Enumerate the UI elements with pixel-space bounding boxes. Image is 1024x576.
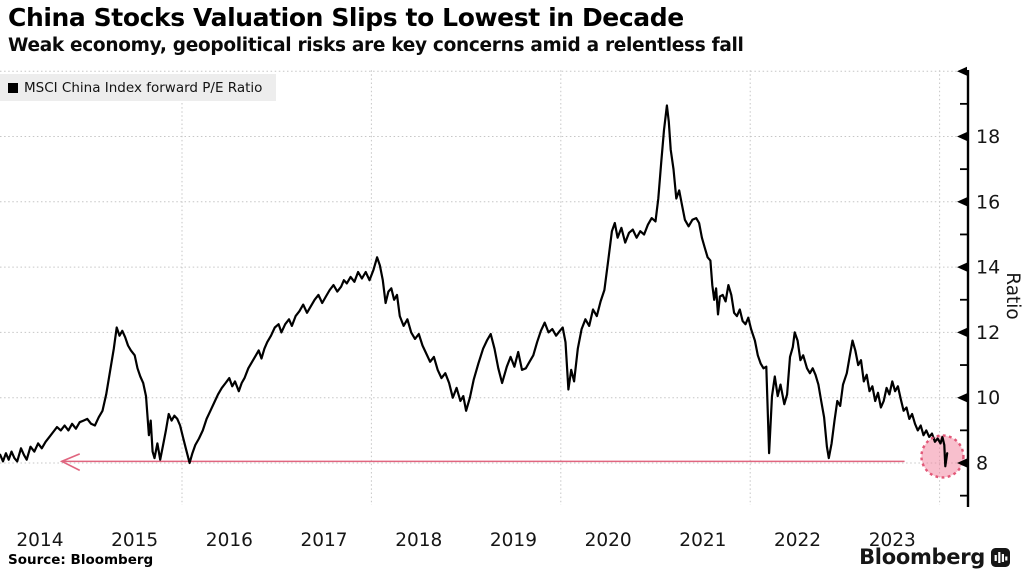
y-tick-label-14: 14 [976, 257, 1000, 279]
bloomberg-terminal-bars-icon [991, 547, 1010, 567]
x-tick-label-2016: 2016 [206, 530, 253, 551]
source-credit: Source: Bloomberg [8, 552, 154, 568]
lowest-point-highlight-ring [920, 434, 965, 479]
y-major-tick-14 [957, 262, 967, 272]
y-major-tick-20 [957, 66, 967, 76]
y-tick-label-16: 16 [976, 191, 1000, 213]
x-tick-label-2021: 2021 [679, 530, 726, 551]
x-tick-label-2018: 2018 [395, 530, 442, 551]
y-major-tick-10 [957, 393, 967, 403]
y-major-tick-12 [957, 327, 967, 337]
y-tick-label-12: 12 [976, 322, 1000, 344]
pe-ratio-series-line [0, 104, 949, 468]
lowest-level-arrow-head-icon [59, 453, 81, 472]
legend: MSCI China Index forward P/E Ratio [0, 74, 277, 101]
page-subtitle: Weak economy, geopolitical risks are key… [8, 35, 744, 56]
x-tick-label-2017: 2017 [301, 530, 348, 551]
x-tick-label-2022: 2022 [774, 530, 821, 551]
lowest-point-highlight [921, 435, 964, 478]
x-tick-label-2015: 2015 [111, 530, 158, 551]
page-title: China Stocks Valuation Slips to Lowest i… [8, 3, 684, 32]
x-tick-label-2023: 2023 [869, 530, 916, 551]
x-tick-label-2014: 2014 [16, 530, 63, 551]
x-tick-label-2020: 2020 [585, 530, 632, 551]
legend-label: MSCI China Index forward P/E Ratio [24, 79, 263, 96]
y-major-tick-8 [957, 458, 967, 468]
bloomberg-logo: Bloomberg [859, 545, 1010, 569]
y-axis-title: Ratio [1002, 272, 1023, 320]
legend-marker-square-icon [8, 82, 18, 93]
y-tick-label-8: 8 [976, 453, 988, 475]
y-major-tick-18 [957, 132, 967, 141]
x-tick-label-2019: 2019 [490, 530, 537, 551]
y-major-tick-16 [957, 197, 967, 207]
y-tick-label-18: 18 [976, 126, 1000, 148]
y-tick-label-10: 10 [976, 387, 1000, 409]
bloomberg-wordmark: Bloomberg [859, 545, 985, 569]
